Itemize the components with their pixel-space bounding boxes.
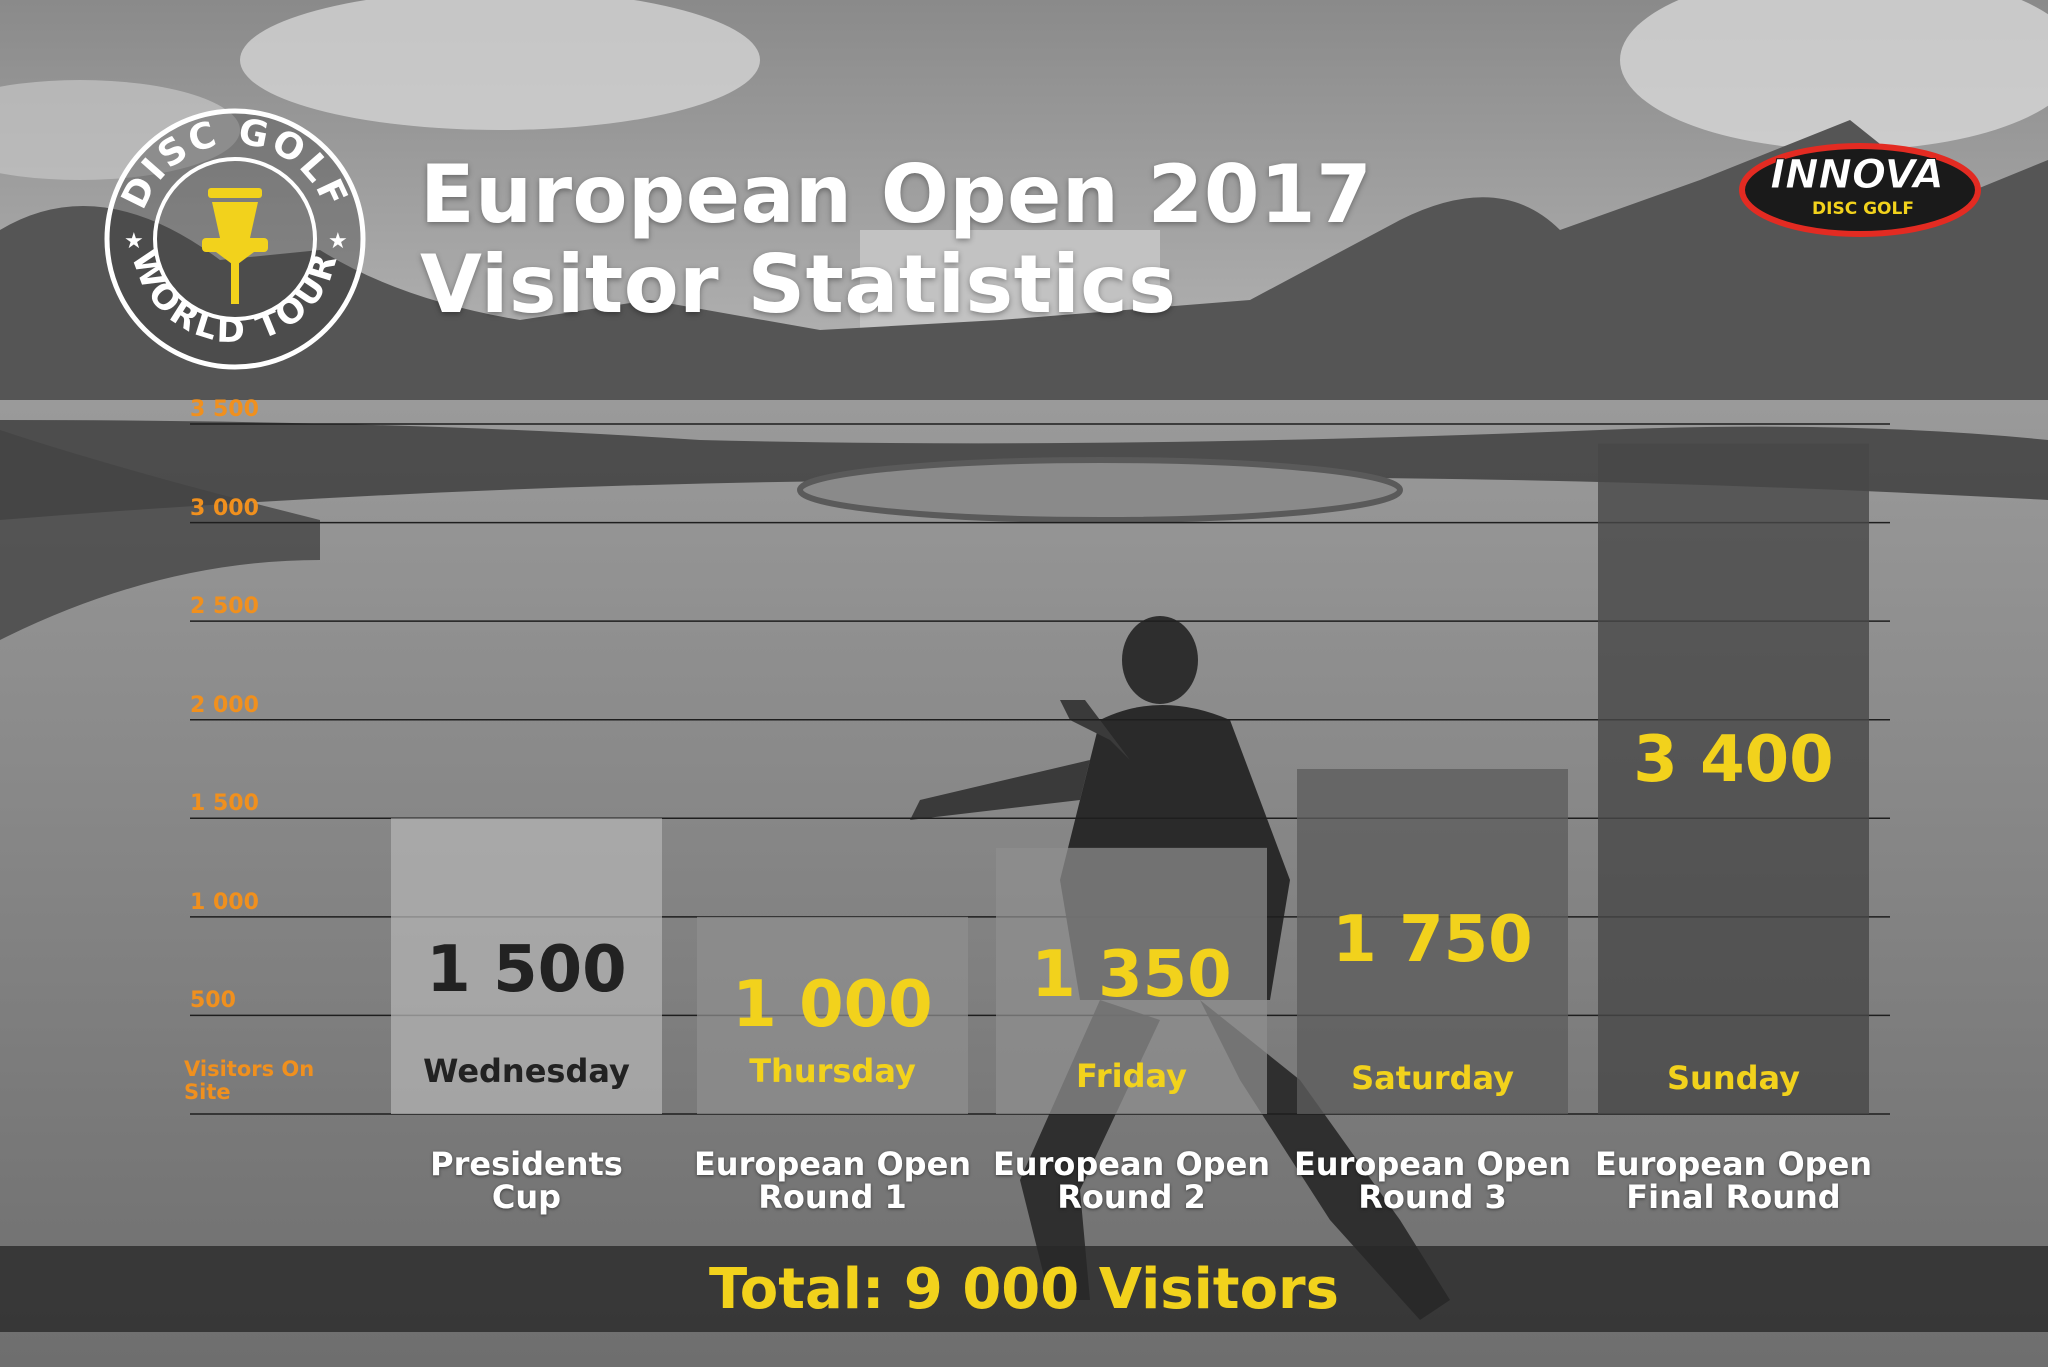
y-tick-label: 500 xyxy=(190,988,236,1014)
y-tick-label: 2 500 xyxy=(190,594,259,620)
bar-day-label: Friday xyxy=(1076,1057,1187,1095)
y-tick-label: 1 000 xyxy=(190,889,259,915)
bar-day-label: Saturday xyxy=(1351,1059,1514,1097)
bar xyxy=(1598,443,1869,1114)
bar-day-label: Wednesday xyxy=(423,1052,630,1090)
total-band xyxy=(0,1246,2048,1332)
y-axis-label: Visitors On Site xyxy=(184,1057,315,1104)
bar xyxy=(1297,769,1568,1114)
x-category-line: Round 1 xyxy=(758,1178,907,1216)
bar xyxy=(391,818,662,1114)
chart-title: European Open 2017 Visitor Statistics xyxy=(420,150,1372,330)
bar-day-label: Thursday xyxy=(749,1052,916,1090)
bar xyxy=(996,847,1267,1114)
x-category-line: Final Round xyxy=(1626,1178,1841,1216)
bar xyxy=(697,916,968,1114)
innova-logo: INNOVA DISC GOLF xyxy=(1735,140,1985,240)
x-category-label: European Open Round 3 xyxy=(1273,1148,1593,1214)
title-line-1: European Open 2017 xyxy=(420,148,1373,241)
x-category-label: European Open Round 2 xyxy=(972,1148,1292,1214)
y-tick-label: 3 000 xyxy=(190,495,259,521)
x-category-line: European Open xyxy=(1293,1145,1572,1183)
bar-value-label: 1 500 xyxy=(426,933,627,1007)
svg-text:★: ★ xyxy=(124,229,144,254)
x-category-line: European Open xyxy=(1594,1145,1873,1183)
y-tick-label: 1 500 xyxy=(190,791,259,817)
x-category-line: European Open xyxy=(693,1145,972,1183)
bar-value-label: 3 400 xyxy=(1633,723,1834,797)
x-category-label: European Open Round 1 xyxy=(673,1148,993,1214)
x-category-line: Cup xyxy=(491,1178,562,1216)
disc-golf-world-tour-logo: DISC GOLF WORLD TOUR ★ ★ xyxy=(102,106,368,372)
y-tick-label: 3 500 xyxy=(190,397,259,422)
total-visitors: Total: 9 000 Visitors xyxy=(709,1257,1339,1322)
x-category-line: European Open xyxy=(992,1145,1271,1183)
title-line-2: Visitor Statistics xyxy=(420,238,1177,331)
x-category-line: Round 3 xyxy=(1358,1178,1507,1216)
brand-name: INNOVA xyxy=(1770,152,1944,198)
x-category-label: European Open Final Round xyxy=(1574,1148,1894,1214)
disc-golf-basket-icon xyxy=(202,188,268,304)
x-category-line: Round 2 xyxy=(1057,1178,1206,1216)
y-tick-label: 2 000 xyxy=(190,692,259,718)
bar-value-label: 1 750 xyxy=(1332,903,1533,977)
brand-tagline: DISC GOLF xyxy=(1812,199,1914,219)
x-category-label: Presidents Cup xyxy=(367,1148,687,1214)
bar-value-label: 1 350 xyxy=(1031,938,1232,1012)
bar-value-label: 1 000 xyxy=(732,968,933,1042)
svg-text:★: ★ xyxy=(328,229,348,254)
x-category-line: Presidents xyxy=(430,1145,623,1183)
bar-day-label: Sunday xyxy=(1667,1059,1800,1097)
